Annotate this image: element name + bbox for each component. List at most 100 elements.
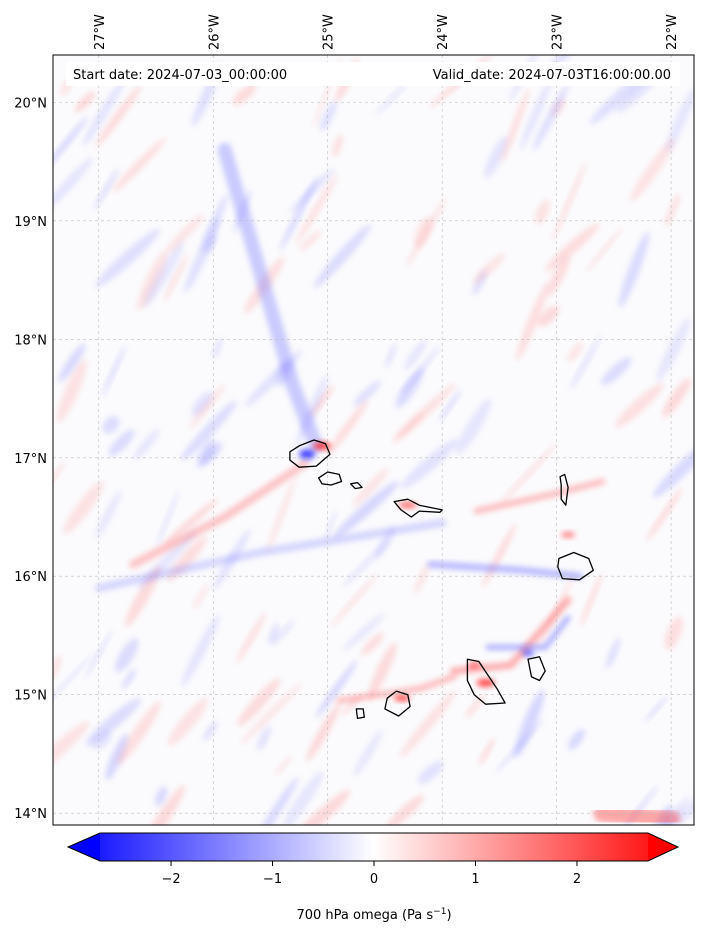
island-coastline (393, 498, 443, 518)
omega-positive-streak (414, 216, 433, 248)
omega-positive-streak (53, 721, 90, 782)
colorbar-tick-label: −1 (263, 872, 282, 887)
omega-negative-streak (282, 770, 324, 825)
omega-negative-streak (570, 335, 602, 390)
omega-negative-streak (385, 343, 397, 368)
omega-positive-streak (544, 223, 600, 272)
omega-negative-streak (200, 194, 228, 253)
omega-positive-streak (580, 573, 603, 627)
omega-positive-streak (188, 383, 226, 430)
omega-negative-streak (93, 167, 119, 211)
omega-extreme (468, 662, 481, 669)
omega-positive-streak (516, 281, 550, 361)
omega-positive-streak (232, 83, 257, 105)
omega-extreme (394, 695, 411, 702)
omega-negative-streak (203, 720, 218, 742)
coastlines (289, 439, 594, 720)
omega-positive-streak (615, 383, 664, 428)
omega-negative-streak (342, 613, 385, 651)
lat-tick-label: 20°N (14, 96, 47, 111)
map-plot-area (53, 55, 694, 825)
omega-positive-streak (567, 342, 583, 362)
colorbar-tick-label: 2 (573, 872, 581, 887)
omega-negative-streak (519, 76, 553, 151)
omega-negative-streak (333, 480, 399, 538)
omega-negative-streak (653, 785, 694, 825)
colorbar-extend-min (68, 833, 100, 861)
omega-positive-streak (266, 476, 297, 553)
omega-positive-streak (664, 616, 683, 650)
lat-tick-label: 18°N (14, 333, 47, 348)
omega-extreme (299, 449, 316, 460)
island-coastline (317, 471, 343, 486)
omega-negative-streak (121, 668, 137, 689)
omega-negative-streak (85, 698, 142, 746)
omega-positive-streak (399, 689, 457, 758)
omega-positive-streak (237, 678, 281, 727)
omega-negative-streak (315, 660, 358, 718)
omega-positive-streak (306, 703, 341, 762)
omega-positive-streak (646, 487, 683, 541)
omega-negative-streak (181, 614, 220, 688)
omega-negative-streak (417, 760, 444, 785)
omega-negative-streak (652, 441, 694, 498)
omega-negative-streak (279, 176, 318, 251)
omega-positive-streak (74, 91, 96, 113)
omega-negative-streak (114, 638, 139, 673)
omega-negative-streak (196, 439, 216, 468)
omega-negative-streak (601, 357, 632, 386)
omega-positive-streak (299, 230, 322, 251)
lat-tick-label: 19°N (14, 215, 47, 230)
omega-negative-streak (400, 345, 441, 396)
lon-tick-label: 26°W (207, 14, 222, 50)
omega-positive-streak (274, 755, 293, 776)
omega-band (485, 615, 571, 650)
omega-negative-streak (105, 733, 128, 781)
omega-extreme (476, 678, 495, 687)
omega-negative-streak (353, 380, 382, 407)
omega-negative-streak (273, 620, 295, 644)
colorbar-gradient (68, 833, 678, 861)
colorbar-label: 700 hPa omega (Pa s−1) (296, 907, 451, 923)
omega-negative-streak (92, 731, 112, 750)
omega-positive-streak (352, 467, 389, 507)
omega-positive-streak (386, 794, 425, 825)
omega-negative-streak (618, 231, 650, 308)
start-date-text: Start date: 2024-07-03_00:00:00 (73, 68, 287, 83)
omega-negative-streak (212, 337, 223, 359)
omega-band (129, 459, 309, 569)
omega-positive-streak (630, 138, 675, 202)
omega-negative-streak (320, 101, 337, 132)
omega-positive-streak (499, 443, 557, 504)
omega-negative-streak (567, 729, 585, 750)
omega-negative-streak (353, 730, 383, 777)
omega-negative-streak (455, 398, 492, 455)
omega-positive-streak (662, 377, 691, 418)
omega-positive-streak (395, 383, 457, 440)
omega-positive-streak (163, 498, 219, 546)
omega-positive-streak (56, 359, 87, 423)
colorbar-extend-max (648, 833, 678, 861)
omega-positive-streak (501, 88, 530, 163)
lon-tick-label: 25°W (322, 14, 337, 50)
omega-band (217, 142, 324, 453)
omega-band (593, 804, 681, 825)
omega-field (53, 55, 694, 825)
latitude-ticks: 20°N 19°N 18°N 17°N 16°N 15°N 14°N (14, 96, 47, 822)
omega-negative-streak (484, 135, 508, 179)
omega-positive-streak (414, 563, 430, 595)
island-coastline (289, 439, 331, 468)
island-coastline (349, 481, 363, 490)
island-coastline (527, 656, 546, 682)
omega-band (94, 518, 447, 593)
lon-tick-label: 27°W (93, 14, 108, 50)
omega-negative-streak (82, 76, 127, 147)
omega-positive-streak (111, 138, 166, 193)
omega-negative-streak (108, 429, 135, 457)
omega-negative-streak (532, 83, 569, 151)
omega-positive-streak (165, 213, 205, 254)
omega-positive-streak (125, 565, 161, 627)
omega-negative-streak (205, 234, 217, 254)
omega-negative-streak (143, 241, 184, 308)
island-coastline (466, 658, 506, 705)
